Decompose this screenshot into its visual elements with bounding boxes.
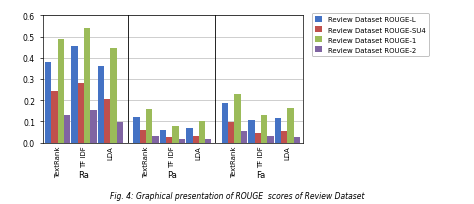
Bar (72, 47, 78, 143)
Bar (64, 115, 70, 143)
Bar (166, 137, 173, 143)
Text: Fa: Fa (256, 171, 265, 180)
Bar (179, 140, 185, 143)
Bar (287, 108, 293, 143)
Bar (133, 118, 140, 143)
Bar (241, 131, 247, 143)
Bar (228, 123, 235, 143)
Bar (98, 67, 104, 143)
Bar (205, 139, 211, 143)
Bar (267, 136, 273, 143)
Bar (281, 132, 287, 143)
Bar (140, 130, 146, 143)
Bar (160, 130, 166, 143)
Bar (248, 121, 255, 143)
Bar (45, 63, 51, 143)
Bar (192, 136, 199, 143)
Bar (91, 110, 97, 143)
Bar (57, 40, 64, 143)
Legend: Review Dataset ROUGE-L, Review Dataset ROUGE-SU4, Review Dataset ROUGE-1, Review: Review Dataset ROUGE-L, Review Dataset R… (311, 14, 429, 57)
Bar (146, 109, 152, 143)
Bar (235, 94, 241, 143)
Bar (104, 100, 110, 143)
Bar (173, 126, 179, 143)
Bar (186, 128, 192, 143)
Bar (261, 115, 267, 143)
Bar (78, 84, 84, 143)
Bar (293, 137, 300, 143)
Bar (199, 122, 205, 143)
Bar (51, 91, 57, 143)
Bar (152, 136, 159, 143)
Bar (274, 119, 281, 143)
Text: Ra: Ra (79, 171, 90, 180)
Bar (117, 123, 123, 143)
Bar (255, 133, 261, 143)
Bar (222, 104, 228, 143)
Text: Fig. 4: Graphical presentation of ROUGE  scores of Review Dataset: Fig. 4: Graphical presentation of ROUGE … (110, 191, 364, 200)
Bar (84, 29, 91, 143)
Text: Pa: Pa (167, 171, 177, 180)
Bar (110, 49, 117, 143)
